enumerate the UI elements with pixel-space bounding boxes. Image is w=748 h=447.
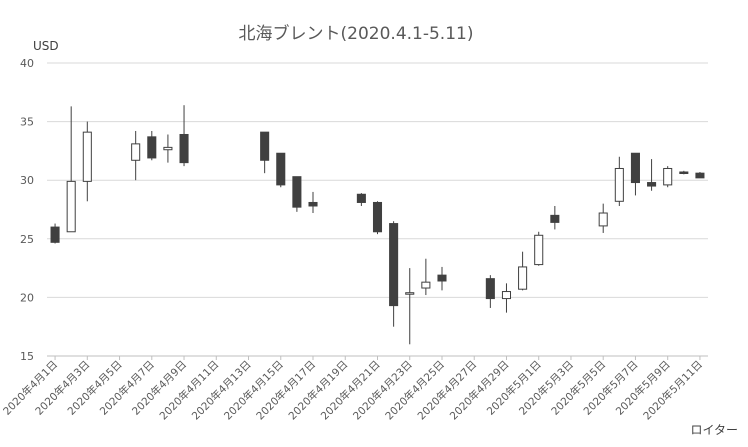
candle (66, 106, 76, 233)
candle (405, 268, 415, 345)
candle-body (50, 226, 60, 243)
candle (131, 130, 141, 181)
x-tick-label: 2020年4月21日 (318, 358, 383, 423)
candle-body (356, 193, 366, 203)
candle (647, 159, 657, 191)
y-tick-label: 30 (20, 174, 34, 187)
x-tick-label: 2020年4月15日 (221, 358, 286, 423)
candle (485, 275, 495, 308)
candle (630, 152, 640, 196)
candle-body (179, 133, 189, 164)
x-tick-label: 2020年4月5日 (65, 358, 125, 418)
x-tick-label: 2020年5月9日 (613, 358, 673, 418)
x-tick-label: 2020年4月29日 (447, 358, 512, 423)
x-tick-label: 2020年4月13日 (189, 358, 254, 423)
candle-body (485, 278, 495, 300)
grid-lines (47, 62, 708, 298)
candle-body (147, 136, 157, 159)
x-tick-label: 2020年5月5日 (549, 358, 609, 418)
x-tick-label: 2020年4月9日 (129, 358, 189, 418)
x-tick-label: 2020年5月1日 (484, 358, 544, 418)
candle-body (389, 223, 399, 307)
x-tick-label: 2020年4月19日 (286, 358, 351, 423)
candle-body (405, 292, 415, 295)
candle-body (163, 146, 173, 151)
candle-body (534, 234, 544, 266)
candle-body (647, 182, 657, 187)
candle (163, 134, 173, 163)
candle-body (437, 274, 447, 282)
x-tick-label: 2020年5月3日 (516, 358, 576, 418)
candle-body (598, 212, 608, 227)
candle (501, 283, 512, 313)
y-axis-unit: USD (33, 39, 59, 53)
y-tick-label: 20 (20, 291, 34, 304)
candle-body (501, 291, 512, 300)
candle (147, 130, 157, 161)
y-axis-ticks: 15 20 25 30 35 40 (20, 57, 34, 363)
candle (534, 231, 544, 266)
candle (614, 156, 624, 206)
candle-body (260, 131, 270, 161)
y-tick-label: 40 (20, 57, 34, 70)
candle (260, 131, 270, 174)
candle-body (276, 152, 286, 186)
candle-body (663, 167, 673, 186)
candle (82, 121, 92, 202)
candle (598, 203, 608, 233)
candle-body (131, 143, 141, 161)
x-tick-label: 2020年4月25日 (383, 358, 448, 423)
candle (695, 171, 705, 179)
candle (437, 266, 447, 291)
candle (276, 152, 286, 188)
candle-body (372, 201, 383, 233)
candle (308, 191, 318, 214)
candle (518, 251, 528, 291)
candle (389, 221, 399, 327)
x-tick-label: 2020年4月11日 (157, 358, 222, 423)
candle (679, 170, 689, 175)
y-tick-label: 25 (20, 233, 34, 246)
candle (356, 193, 366, 206)
candle-body (550, 214, 560, 223)
candle-body (82, 131, 92, 182)
candle (372, 201, 383, 235)
candle (550, 205, 560, 230)
candle (50, 223, 60, 244)
candle (292, 176, 302, 212)
source-credit: ロイター (690, 423, 738, 437)
x-axis-ticks: 2020年4月1日2020年4月3日2020年4月5日2020年4月7日2020… (0, 356, 705, 422)
candle (663, 166, 673, 188)
y-tick-label: 35 (20, 116, 34, 129)
x-tick-label: 2020年5月11日 (641, 358, 706, 423)
candle-body (421, 281, 431, 289)
x-tick-label: 2020年4月1日 (0, 358, 60, 418)
x-tick-label: 2020年5月7日 (581, 358, 641, 418)
x-tick-label: 2020年4月17日 (254, 358, 319, 423)
x-tick-label: 2020年4月7日 (97, 358, 157, 418)
candle-body (292, 176, 302, 208)
x-tick-label: 2020年4月27日 (415, 358, 480, 423)
candle-body (679, 171, 689, 174)
chart-title: 北海ブレント(2020.4.1-5.11) (239, 23, 474, 44)
candle (179, 105, 189, 167)
candles (50, 105, 705, 345)
candle-body (66, 180, 76, 233)
candle-body (630, 152, 640, 184)
candle-body (614, 167, 624, 202)
candle-body (695, 172, 705, 179)
x-tick-label: 2020年4月3日 (33, 358, 93, 418)
x-tick-label: 2020年4月23日 (350, 358, 415, 423)
y-tick-label: 15 (20, 350, 34, 363)
candle-body (308, 201, 318, 207)
candle (421, 258, 431, 296)
candle-body (518, 266, 528, 290)
